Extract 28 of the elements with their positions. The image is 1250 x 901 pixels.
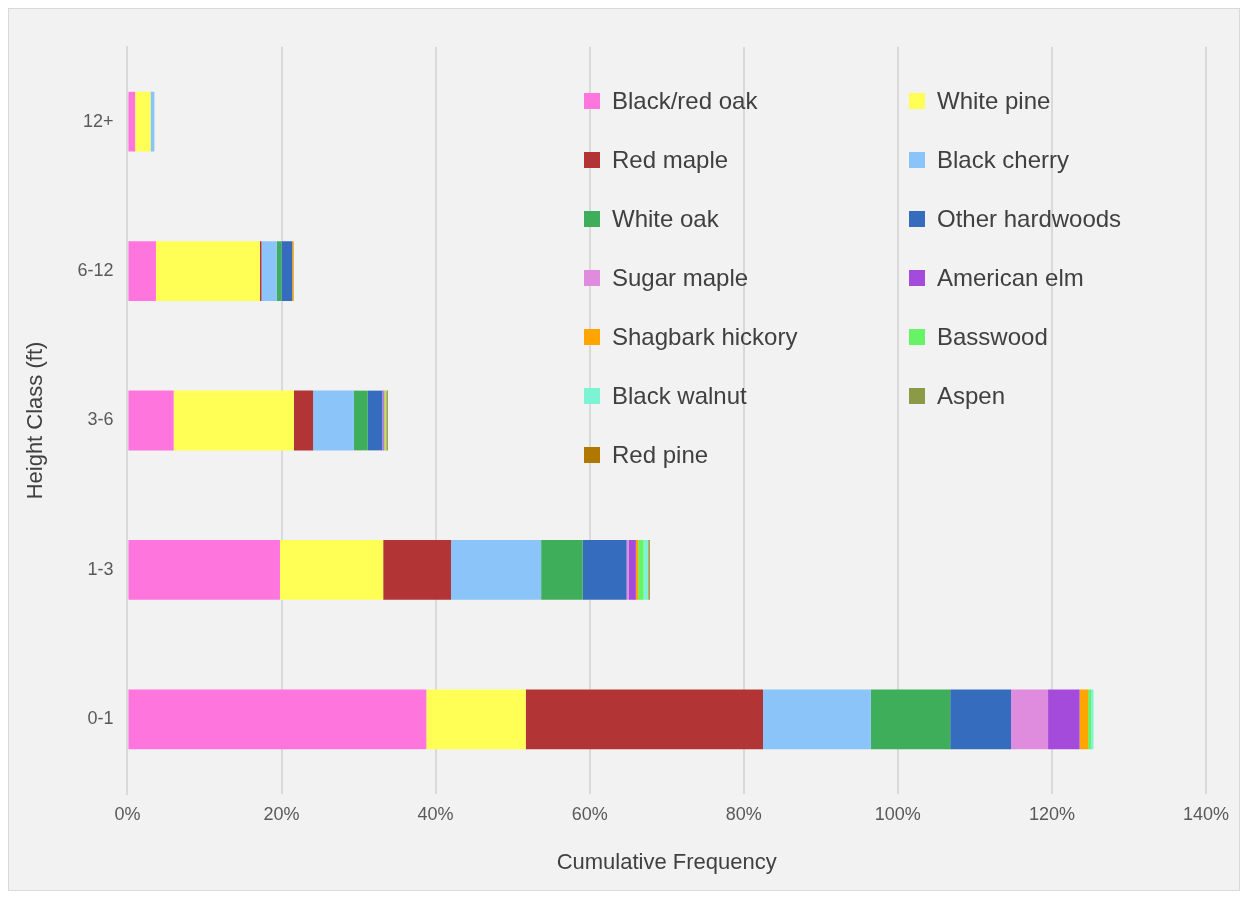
x-tick-label: 0% — [114, 803, 141, 824]
legend-label: Sugar maple — [612, 263, 749, 292]
y-tick-label: 6-12 — [77, 260, 114, 281]
y-axis-title: Height Class (ft) — [22, 341, 48, 500]
y-tick-label: 0-1 — [87, 708, 114, 729]
legend-label: Black cherry — [937, 145, 1070, 174]
legend-label: Red pine — [612, 440, 709, 469]
x-tick-label: 40% — [417, 803, 454, 824]
legend-label: Aspen — [937, 381, 1006, 410]
legend-label: Shagbark hickory — [612, 322, 798, 351]
legend-label: Black walnut — [612, 381, 747, 410]
y-tick-label: 1-3 — [87, 558, 114, 579]
x-tick-label: 140% — [1182, 803, 1229, 824]
legend-label: American elm — [937, 263, 1084, 292]
legend-label: White pine — [937, 86, 1051, 115]
x-tick-label: 20% — [263, 803, 300, 824]
x-tick-label: 100% — [874, 803, 921, 824]
legend-label: Other hardwoods — [937, 204, 1122, 233]
x-tick-label: 120% — [1028, 803, 1075, 824]
legend-label: Basswood — [937, 322, 1048, 351]
x-tick-label: 60% — [571, 803, 608, 824]
legend-label: White oak — [612, 204, 719, 233]
y-tick-label: 3-6 — [87, 409, 114, 430]
legend-label: Red maple — [612, 145, 729, 174]
x-axis-title: Cumulative Frequency — [556, 848, 777, 874]
x-tick-label: 80% — [725, 803, 762, 824]
y-tick-label: 12+ — [82, 110, 114, 131]
legend-label: Black/red oak — [612, 86, 758, 115]
